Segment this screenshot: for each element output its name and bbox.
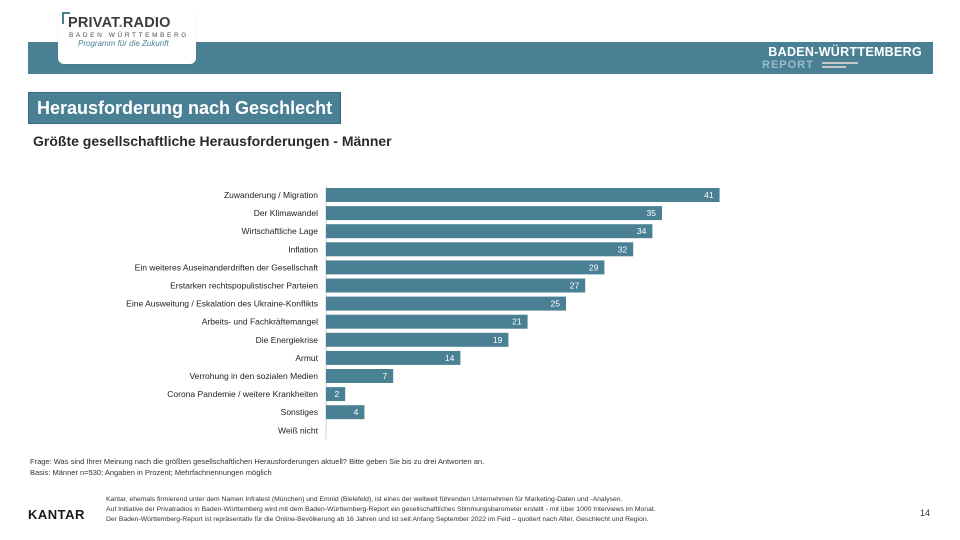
- footer-line-3: Der Baden-Württemberg-Report ist repräse…: [106, 516, 649, 523]
- bar: [326, 350, 461, 365]
- section-title: Herausforderung nach Geschlecht: [28, 92, 342, 124]
- bar: [326, 369, 394, 383]
- bar: [326, 296, 566, 311]
- value-label: 7: [382, 371, 387, 381]
- logo-corner-mark: [62, 12, 70, 24]
- value-label: 25: [551, 299, 561, 309]
- value-label: 21: [512, 317, 522, 327]
- report-title: BADEN-WÜRTTEMBERG: [768, 45, 922, 59]
- logo-title: PRIVAT.RADIO: [68, 15, 171, 31]
- bar: [326, 206, 662, 221]
- category-label: Armut: [295, 353, 318, 363]
- value-label: 32: [618, 244, 628, 254]
- report-subtitle: REPORT: [762, 59, 814, 71]
- category-label: Corona Pandemie / weitere Krankheiten: [167, 389, 318, 399]
- value-label: 34: [637, 226, 647, 236]
- bar: [326, 387, 346, 402]
- value-label: 29: [589, 262, 599, 272]
- category-label: Sonstiges: [281, 407, 318, 417]
- question-note: Frage: Was sind Ihrer Meinung nach die g…: [30, 457, 485, 466]
- category-label: Eine Ausweitung / Eskalation des Ukraine…: [126, 299, 318, 309]
- category-label: Zuwanderung / Migration: [224, 190, 318, 200]
- category-label: Wirtschaftliche Lage: [241, 226, 318, 236]
- bar: [326, 242, 634, 257]
- category-label: Weiß nicht: [278, 425, 319, 435]
- value-label: 19: [493, 335, 503, 345]
- footer-line-1: Kantar, ehemals firmierend unter dem Nam…: [106, 496, 623, 503]
- report-decoration: [822, 62, 882, 71]
- basis-note: Basis: Männer n=530; Angaben in Prozent;…: [30, 468, 272, 477]
- category-label: Der Klimawandel: [254, 208, 318, 218]
- value-label: 4: [354, 407, 359, 417]
- bar: [326, 188, 720, 202]
- value-label: 35: [647, 208, 657, 218]
- chart-subtitle: Größte gesellschaftliche Herausforderung…: [33, 133, 392, 149]
- bar: [326, 260, 605, 275]
- bar: [326, 405, 365, 420]
- category-label: Ein weiteres Auseinanderdriften der Gese…: [135, 262, 319, 272]
- category-label: Erstarken rechtspopulistischer Parteien: [170, 281, 318, 291]
- category-label: Verrohung in den sozialen Medien: [189, 371, 318, 381]
- value-label: 2: [334, 389, 339, 399]
- bar: [326, 278, 586, 293]
- value-label: 14: [445, 353, 455, 363]
- logo-subtitle: BADEN WÜRTTEMBERG: [69, 32, 189, 39]
- footer-line-2: Auf Initiative der Privatradios in Baden…: [106, 506, 656, 513]
- value-label: 27: [570, 281, 580, 291]
- privatradio-logo: PRIVAT.RADIO BADEN WÜRTTEMBERG Programm …: [58, 8, 196, 64]
- category-label: Inflation: [288, 244, 318, 254]
- value-label: 41: [704, 190, 714, 200]
- bar: [326, 332, 509, 347]
- page-number: 14: [920, 508, 931, 518]
- category-label: Die Energiekrise: [256, 335, 319, 345]
- logo-tagline: Programm für die Zukunft: [78, 39, 169, 48]
- bar: [326, 314, 528, 329]
- category-label: Arbeits- und Fachkräftemangel: [202, 317, 318, 327]
- kantar-logo: KANTAR: [28, 507, 85, 522]
- bar: [326, 224, 653, 239]
